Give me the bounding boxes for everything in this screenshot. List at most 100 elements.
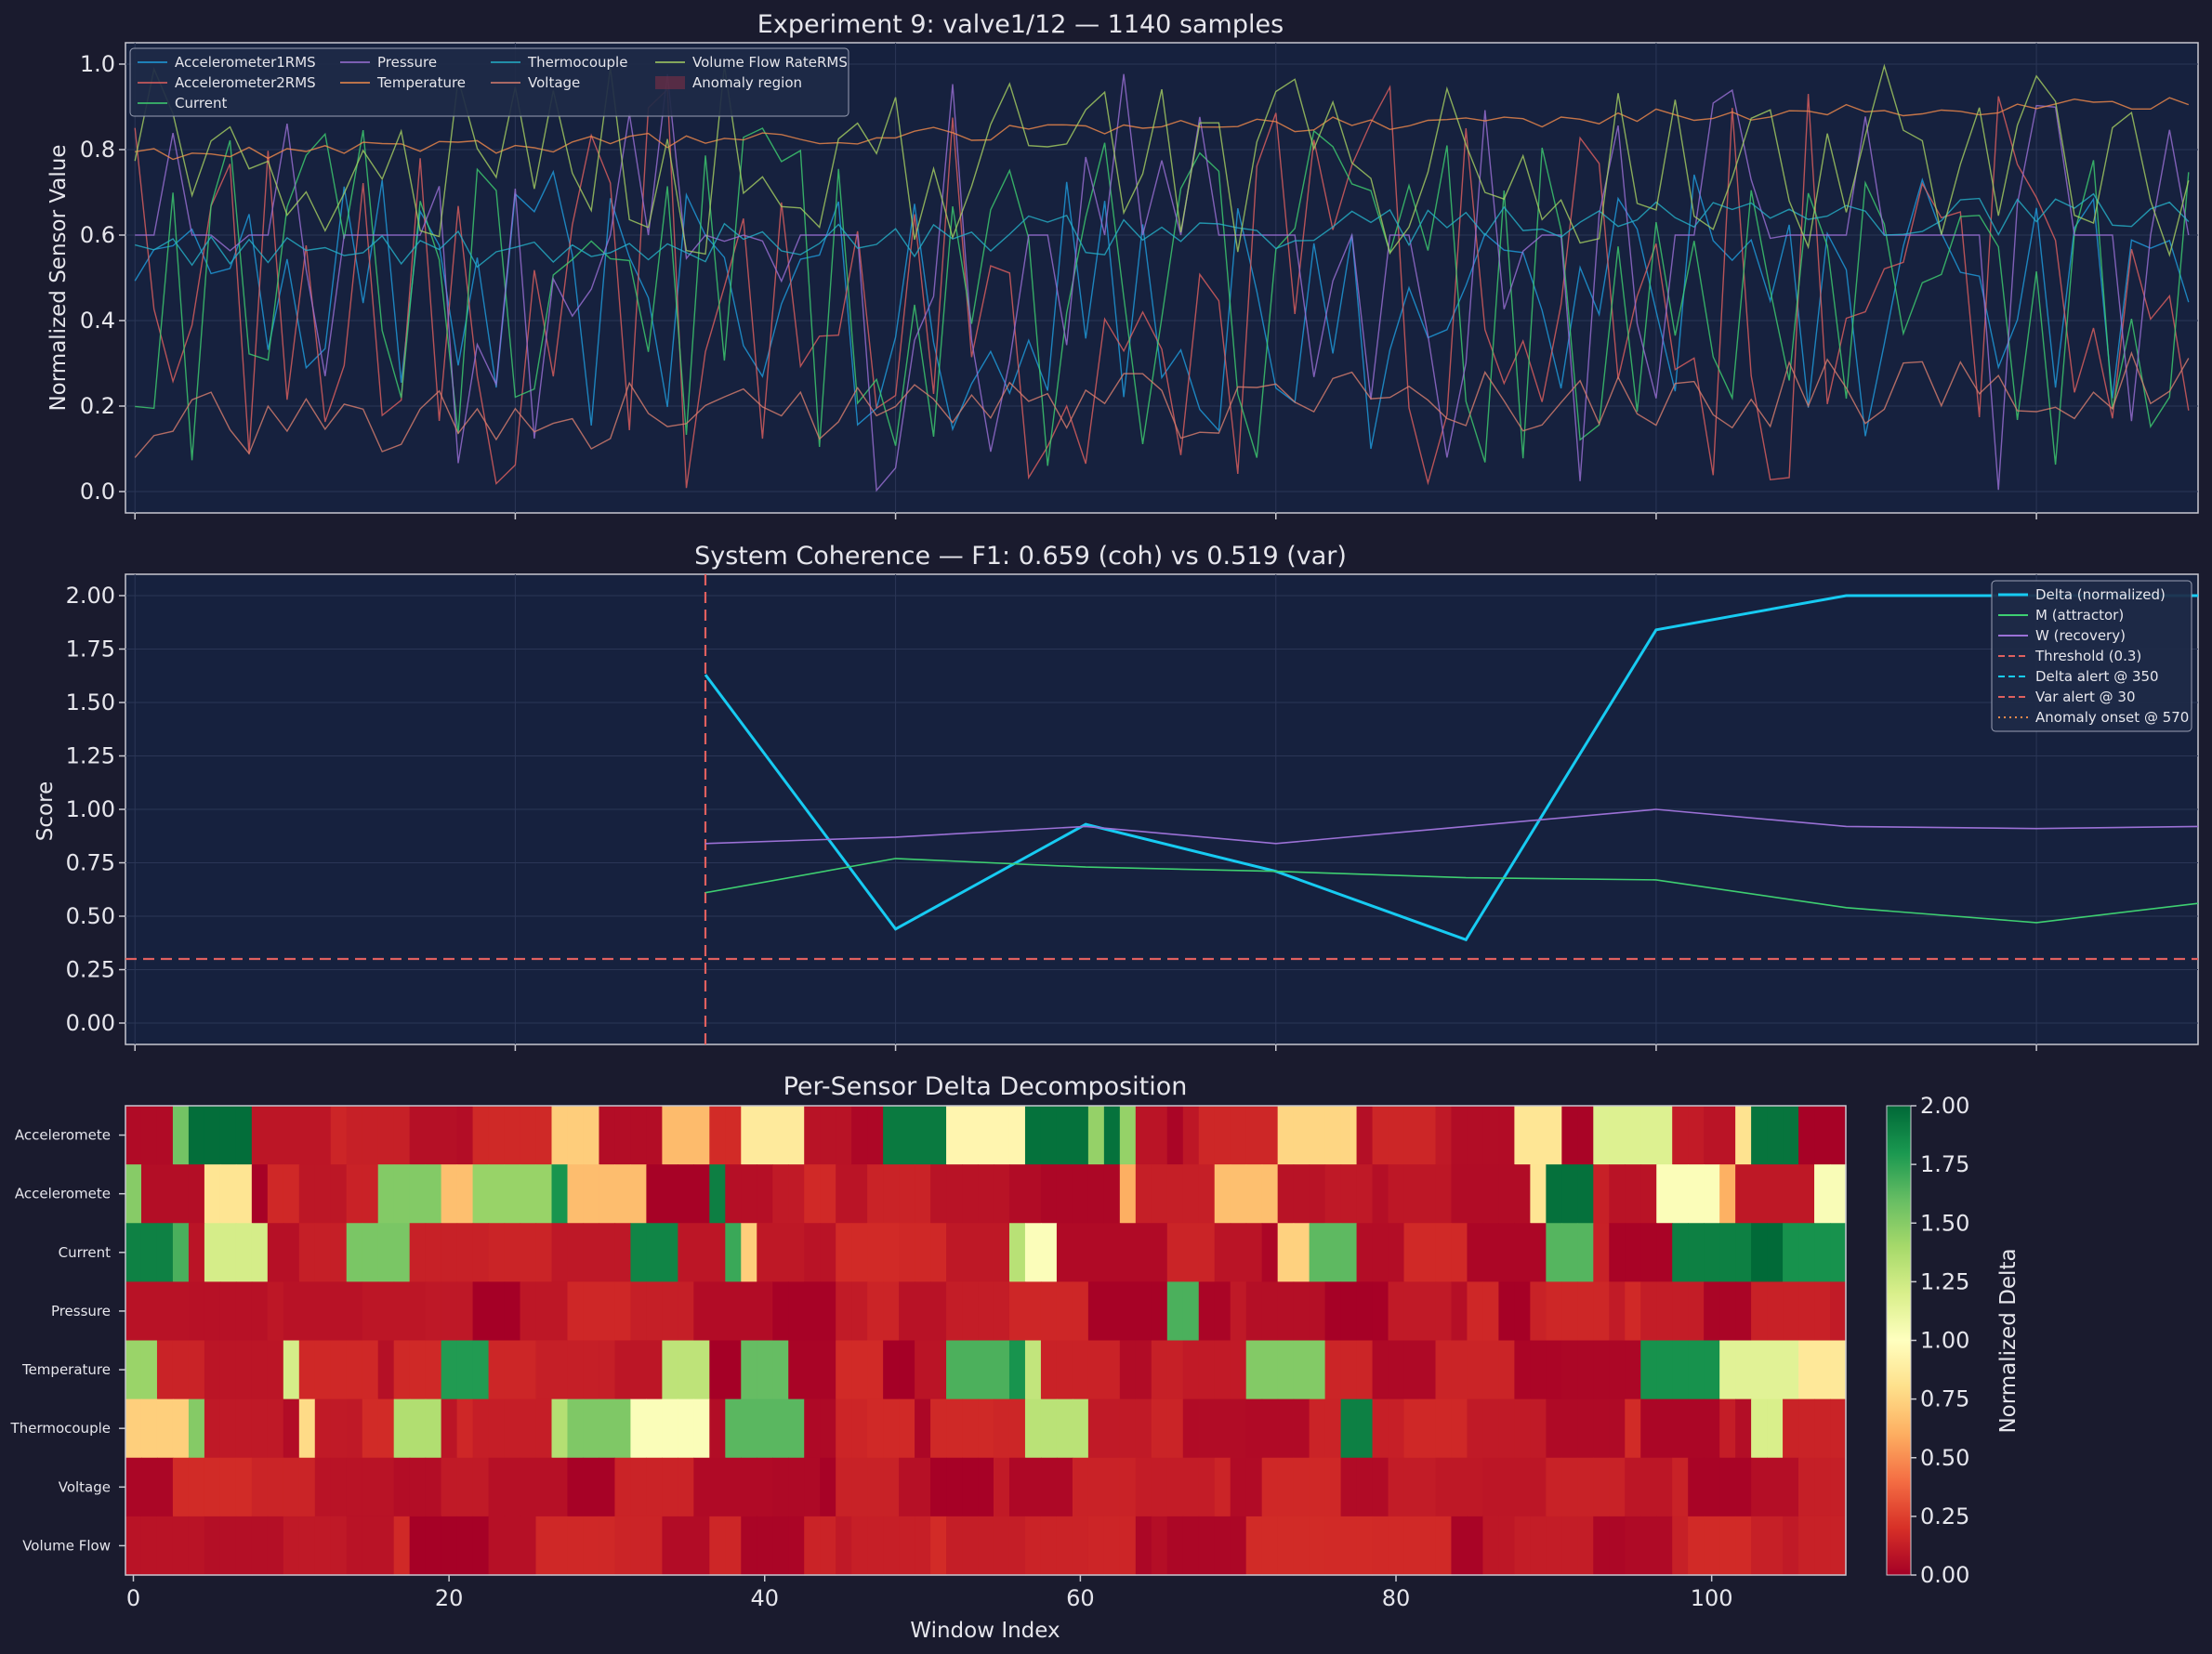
heatmap-cell bbox=[1672, 1223, 1689, 1282]
heatmap-cell bbox=[1498, 1516, 1515, 1576]
heatmap-cell bbox=[883, 1281, 900, 1342]
heatmap-cell bbox=[551, 1223, 569, 1282]
heatmap-cell bbox=[1182, 1340, 1200, 1400]
heatmap-cell bbox=[377, 1281, 395, 1342]
panel-coherence: System Coherence — F1: 0.659 (coh) vs 0.… bbox=[33, 542, 2199, 1051]
heatmap-cell bbox=[409, 1457, 427, 1517]
heatmap-cell bbox=[1214, 1516, 1231, 1576]
heatmap-cell bbox=[1024, 1223, 1042, 1282]
heatmap-cell bbox=[1656, 1398, 1673, 1459]
heatmap-cell bbox=[1103, 1340, 1121, 1400]
heatmap-row-label: Temperature bbox=[21, 1361, 111, 1378]
heatmap-cell bbox=[725, 1398, 742, 1459]
heatmap-cell bbox=[1293, 1164, 1310, 1224]
heatmap-cell bbox=[251, 1223, 269, 1282]
heatmap-cell bbox=[425, 1106, 442, 1165]
heatmap-cell bbox=[504, 1398, 521, 1459]
heatmap-cell bbox=[267, 1457, 284, 1517]
heatmap-cell bbox=[1024, 1281, 1042, 1342]
panel1-ytick: 0.4 bbox=[80, 308, 115, 334]
heatmap-cell bbox=[693, 1281, 710, 1342]
heatmap-cell bbox=[1561, 1106, 1578, 1165]
heatmap-cells bbox=[119, 1106, 1847, 1582]
heatmap-cell bbox=[156, 1457, 174, 1517]
heatmap-cell bbox=[409, 1106, 427, 1165]
heatmap-cell bbox=[1735, 1457, 1752, 1517]
heatmap-cell bbox=[1024, 1398, 1042, 1459]
heatmap-cell bbox=[567, 1516, 585, 1576]
heatmap-cell bbox=[1072, 1281, 1089, 1342]
heatmap-cell bbox=[1798, 1398, 1815, 1459]
heatmap-cell bbox=[1388, 1457, 1405, 1517]
heatmap-cell bbox=[804, 1223, 821, 1282]
series-line bbox=[135, 73, 2190, 492]
heatmap-cell bbox=[946, 1457, 963, 1517]
heatmap-cell bbox=[1372, 1398, 1389, 1459]
heatmap-cell bbox=[362, 1164, 379, 1224]
heatmap-cell bbox=[1783, 1164, 1799, 1224]
heatmap-cell bbox=[1340, 1398, 1358, 1459]
heatmap-cell bbox=[662, 1457, 678, 1517]
heatmap-cell bbox=[1467, 1106, 1484, 1165]
colorbar bbox=[1886, 1105, 1912, 1576]
heatmap-cell bbox=[646, 1398, 663, 1459]
heatmap-cell bbox=[1198, 1281, 1216, 1342]
heatmap-cell bbox=[915, 1281, 931, 1342]
legend-swatch bbox=[655, 76, 685, 89]
heatmap-cell bbox=[1451, 1516, 1468, 1576]
heatmap-cell bbox=[1435, 1516, 1453, 1576]
heatmap-cell bbox=[251, 1398, 269, 1459]
heatmap-cell bbox=[393, 1398, 411, 1459]
heatmap-cell bbox=[867, 1516, 884, 1576]
heatmap-cell bbox=[520, 1223, 537, 1282]
panel2-title: System Coherence — F1: 0.659 (coh) vs 0.… bbox=[694, 542, 1347, 571]
heatmap-cell bbox=[1546, 1457, 1562, 1517]
heatmap-cell bbox=[1230, 1340, 1247, 1400]
heatmap-cell bbox=[1166, 1398, 1184, 1459]
heatmap-cell bbox=[1593, 1340, 1610, 1400]
heatmap-cell bbox=[283, 1164, 300, 1224]
heatmap-cell bbox=[836, 1457, 852, 1517]
heatmap-cell bbox=[757, 1223, 773, 1282]
colorbar-tick: 1.75 bbox=[1920, 1151, 1969, 1177]
heatmap-cell bbox=[172, 1281, 190, 1342]
heatmap-cell bbox=[1482, 1516, 1499, 1576]
heatmap-cell bbox=[915, 1340, 931, 1400]
heatmap-cell bbox=[1245, 1281, 1263, 1342]
heatmap-cell bbox=[788, 1340, 805, 1400]
heatmap-cell bbox=[1798, 1340, 1815, 1400]
heatmap-cell bbox=[283, 1398, 300, 1459]
heatmap-cell bbox=[741, 1164, 757, 1224]
heatmap-cell bbox=[377, 1223, 395, 1282]
heatmap-cell bbox=[1356, 1398, 1374, 1459]
legend-label: Current bbox=[175, 95, 227, 112]
heatmap-cell bbox=[1008, 1164, 1026, 1224]
heatmap-cell bbox=[1245, 1106, 1263, 1165]
heatmap-cell bbox=[488, 1106, 506, 1165]
heatmap-cell bbox=[425, 1340, 442, 1400]
heatmap-cell bbox=[1498, 1281, 1515, 1342]
heatmap-cell bbox=[219, 1223, 237, 1282]
heatmap-cell bbox=[425, 1457, 442, 1517]
heatmap-cell bbox=[820, 1164, 836, 1224]
heatmap-cell bbox=[1151, 1516, 1168, 1576]
heatmap-cell bbox=[1419, 1164, 1437, 1224]
heatmap-cell bbox=[1340, 1457, 1358, 1517]
heatmap-cell bbox=[599, 1340, 616, 1400]
heatmap-cell bbox=[1704, 1164, 1720, 1224]
panel1-y-axis: 0.0 0.2 0.4 0.6 0.8 1.0 bbox=[80, 51, 115, 505]
heatmap-cell bbox=[788, 1457, 805, 1517]
heatmap-cell bbox=[1672, 1340, 1689, 1400]
heatmap-cell bbox=[1751, 1106, 1768, 1165]
heatmap-cell bbox=[1767, 1223, 1784, 1282]
panel1-plot-area bbox=[125, 42, 2199, 514]
heatmap-cell bbox=[1719, 1340, 1736, 1400]
heatmap-cell bbox=[125, 1223, 142, 1282]
heatmap-cell bbox=[1309, 1223, 1326, 1282]
heatmap-cell bbox=[804, 1340, 821, 1400]
heatmap-cell bbox=[757, 1457, 773, 1517]
heatmap-cell bbox=[1087, 1340, 1105, 1400]
heatmap-cell bbox=[1577, 1223, 1594, 1282]
heatmap-cell bbox=[1372, 1106, 1389, 1165]
heatmap-cell bbox=[1072, 1164, 1089, 1224]
